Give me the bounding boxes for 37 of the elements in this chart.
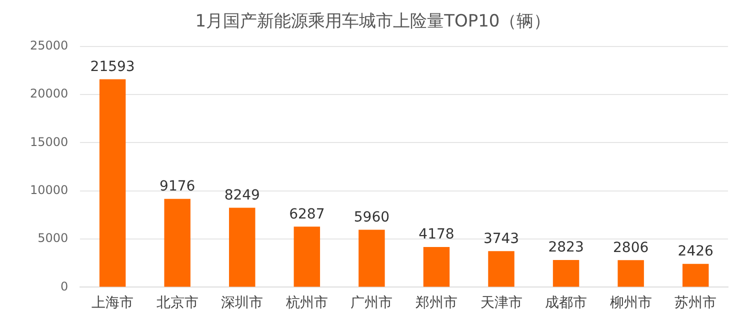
data-label: 2806 bbox=[613, 240, 649, 256]
data-label: 21593 bbox=[90, 58, 135, 75]
x-tick-label: 天津市 bbox=[480, 295, 522, 312]
x-tick-label: 杭州市 bbox=[284, 295, 328, 312]
data-label: 5960 bbox=[354, 209, 390, 226]
data-label: 2426 bbox=[678, 243, 714, 260]
data-label: 2823 bbox=[548, 240, 584, 256]
x-tick-label: 上海市 bbox=[92, 295, 134, 312]
x-tick-label: 苏州市 bbox=[674, 295, 717, 312]
bar bbox=[99, 79, 126, 287]
x-tick-label: 广州市 bbox=[350, 295, 393, 312]
y-tick-label: 25000 bbox=[30, 38, 68, 53]
data-label: 9176 bbox=[160, 178, 196, 194]
bar bbox=[164, 198, 190, 287]
x-tick-label: 北京市 bbox=[156, 295, 198, 312]
bar bbox=[488, 251, 514, 287]
bar bbox=[682, 264, 709, 287]
data-label: 4178 bbox=[418, 226, 454, 243]
y-tick-label: 0 bbox=[60, 279, 68, 294]
data-label: 3743 bbox=[483, 230, 520, 247]
bar bbox=[552, 260, 580, 287]
bar bbox=[618, 260, 644, 287]
x-tick-label: 成都市 bbox=[545, 295, 588, 312]
bar bbox=[423, 246, 450, 287]
data-label: 8249 bbox=[224, 187, 260, 204]
y-tick-label: 15000 bbox=[30, 134, 68, 149]
y-tick-label: 20000 bbox=[30, 86, 68, 101]
chart-title: 1月国产新能源乘用车城市上险量TOP10（辆） bbox=[195, 12, 551, 32]
bar bbox=[358, 230, 385, 287]
x-tick-label: 深圳市 bbox=[221, 295, 264, 312]
bar bbox=[294, 226, 320, 287]
x-tick-label: 郑州市 bbox=[415, 295, 458, 312]
data-label: 6287 bbox=[289, 206, 325, 222]
bar bbox=[229, 208, 256, 287]
y-tick-label: 5000 bbox=[38, 231, 68, 246]
y-tick-label: 10000 bbox=[30, 183, 68, 198]
x-tick-label: 柳州市 bbox=[610, 295, 652, 312]
